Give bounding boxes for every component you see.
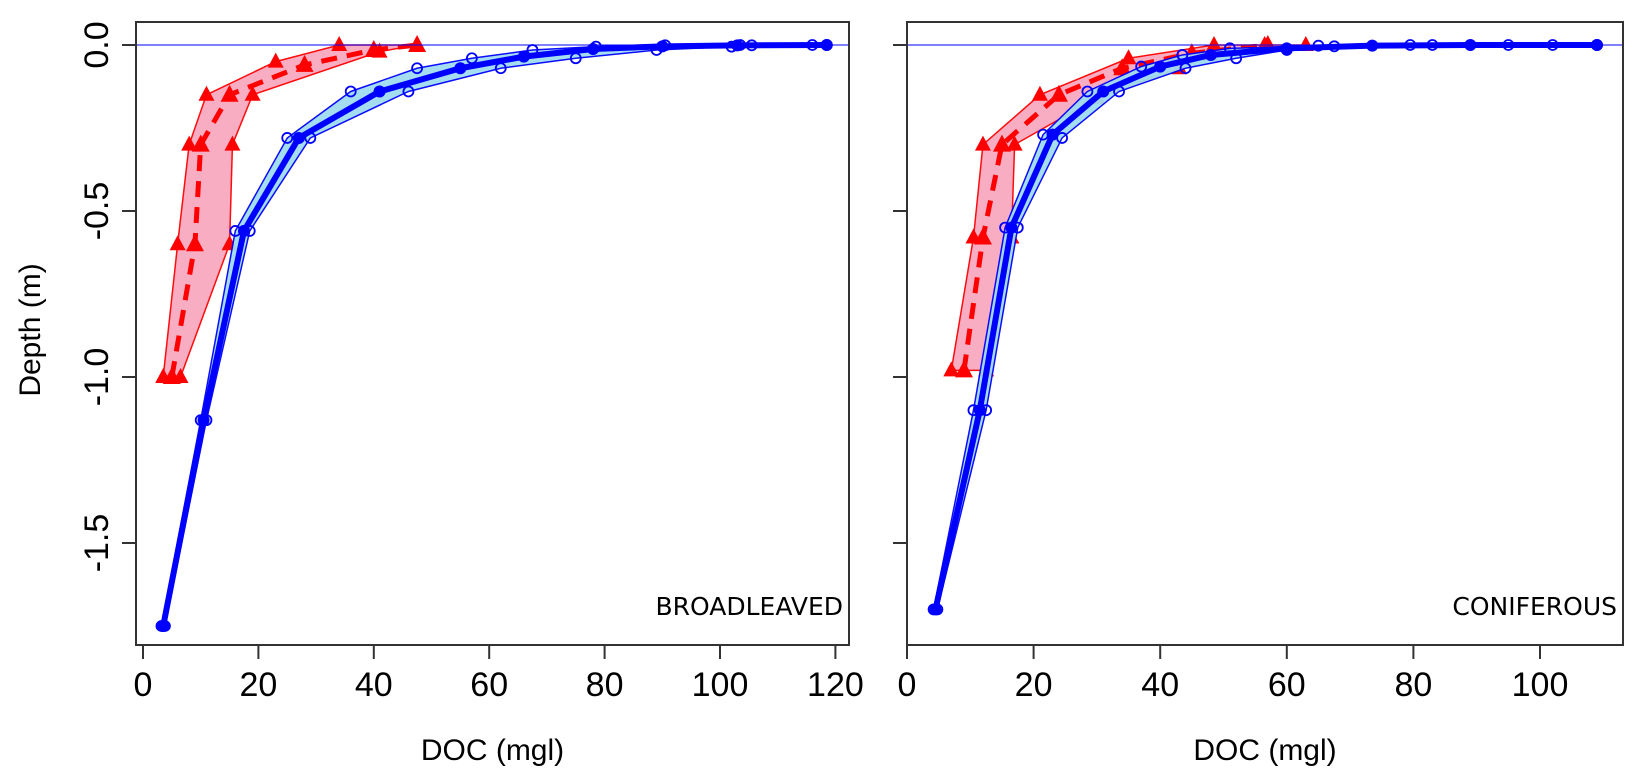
plot-area bbox=[907, 35, 1623, 616]
data-point-circle bbox=[1005, 221, 1018, 234]
band-marker-open-circle bbox=[1135, 60, 1148, 73]
data-point-triangle bbox=[185, 234, 204, 252]
data-point-circle bbox=[1046, 128, 1059, 141]
data-point-triangle bbox=[364, 39, 383, 57]
band-marker-triangle bbox=[198, 85, 215, 101]
data-point-circle bbox=[1280, 42, 1293, 55]
data-point-circle bbox=[292, 131, 305, 144]
data-point-circle bbox=[1154, 60, 1167, 73]
data-point-circle bbox=[1204, 48, 1217, 61]
data-point-circle bbox=[929, 603, 942, 616]
data-point-triangle bbox=[408, 35, 427, 52]
x-tick-label: 40 bbox=[355, 666, 393, 704]
data-point-triangle bbox=[992, 134, 1011, 152]
band-marker-triangle bbox=[974, 135, 991, 151]
band-marker-open-circle bbox=[281, 132, 294, 144]
mean-line-blue-mean bbox=[160, 42, 827, 627]
x-axis-title: DOC (mgl) bbox=[1193, 734, 1336, 767]
y-tick-label: -0.5 bbox=[78, 182, 116, 241]
data-point-triangle bbox=[191, 134, 210, 152]
y-tick-label: -1.0 bbox=[78, 348, 116, 407]
band-marker-triangle bbox=[943, 361, 960, 377]
series-blue-mean bbox=[155, 39, 833, 632]
band-marker-triangle bbox=[1206, 36, 1223, 51]
plot-frame bbox=[906, 21, 1624, 646]
x-tick-label: 60 bbox=[1268, 666, 1306, 704]
y-tick-label: -1.5 bbox=[78, 514, 116, 573]
data-point-circle bbox=[1366, 39, 1379, 52]
panel-label: BROADLEAVED bbox=[656, 592, 844, 621]
data-point-circle bbox=[517, 50, 530, 63]
confidence-band-red-mean bbox=[950, 44, 1306, 372]
data-point-circle bbox=[454, 62, 467, 75]
data-point-circle bbox=[373, 85, 386, 98]
band-marker-triangle bbox=[1031, 85, 1048, 101]
x-tick-label: 100 bbox=[692, 666, 749, 704]
panel-coniferous: 0 20 40 60 80 100 DOC (mgl) CONIFEROUS bbox=[893, 21, 1624, 767]
data-point-circle bbox=[973, 404, 986, 417]
confidence-band-blue-mean bbox=[160, 44, 827, 627]
series-red-mean bbox=[155, 35, 427, 384]
data-point-triangle bbox=[973, 227, 992, 245]
x-tick-label: 120 bbox=[807, 666, 864, 704]
y-tick-label: 0.0 bbox=[78, 21, 116, 68]
panel-label: CONIFEROUS bbox=[1452, 592, 1617, 621]
x-axis-title: DOC (mgl) bbox=[421, 734, 564, 767]
band-marker-triangle bbox=[181, 135, 198, 151]
band-marker-triangle bbox=[331, 36, 348, 51]
x-tick-label: 100 bbox=[1512, 666, 1569, 704]
data-point-circle bbox=[656, 40, 669, 53]
plot-frame bbox=[135, 21, 850, 646]
data-point-triangle bbox=[1113, 58, 1132, 76]
data-point-circle bbox=[1097, 85, 1110, 98]
data-point-circle bbox=[197, 414, 210, 427]
band-marker-triangle bbox=[267, 52, 284, 68]
data-point-triangle bbox=[162, 367, 181, 384]
data-point-triangle bbox=[220, 84, 239, 102]
band-marker-triangle bbox=[244, 85, 261, 101]
data-point-triangle bbox=[1049, 84, 1068, 102]
band-marker-triangle bbox=[224, 135, 241, 151]
x-tick-label: 0 bbox=[134, 666, 153, 704]
band-marker-open-circle bbox=[344, 85, 357, 98]
data-point-circle bbox=[157, 620, 170, 632]
x-tick-label: 0 bbox=[898, 666, 917, 704]
band-marker-triangle bbox=[1006, 135, 1023, 151]
x-tick-label: 80 bbox=[1394, 666, 1432, 704]
y-axis-title: Depth (m) bbox=[14, 263, 47, 396]
band-marker-triangle bbox=[169, 235, 186, 251]
band-marker-triangle bbox=[1120, 49, 1137, 65]
data-point-triangle bbox=[295, 54, 314, 72]
data-point-circle bbox=[237, 224, 250, 237]
x-tick-label: 20 bbox=[239, 666, 277, 704]
panel-broadleaved: 0 20 40 60 80 100 120 0.0 -0.5 -1.0 -1.5 DOC (mgl) D… bbox=[14, 21, 864, 767]
plot-area bbox=[136, 35, 849, 632]
x-tick-label: 80 bbox=[586, 666, 624, 704]
band-marker-open-circle bbox=[411, 62, 423, 75]
x-tick-label: 40 bbox=[1141, 666, 1179, 704]
data-point-circle bbox=[587, 42, 600, 55]
band-marker-open-circle bbox=[1081, 85, 1094, 98]
x-tick-label: 20 bbox=[1015, 666, 1053, 704]
x-tick-label: 60 bbox=[470, 666, 508, 704]
data-point-triangle bbox=[954, 360, 973, 378]
band-marker-open-circle bbox=[402, 85, 415, 98]
